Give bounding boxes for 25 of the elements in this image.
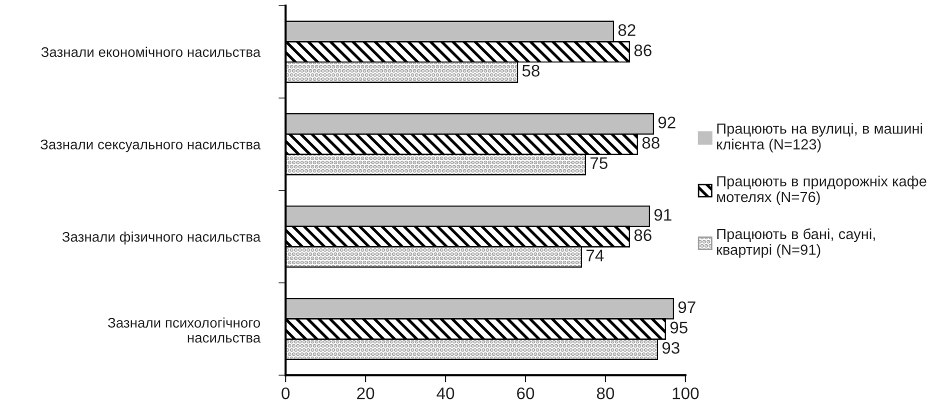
data-label: 97 [678, 301, 696, 314]
data-label: 75 [590, 157, 608, 170]
data-label: 88 [642, 136, 660, 149]
x-tick-label: 0 [282, 387, 290, 400]
x-tick-label: 20 [357, 387, 374, 400]
y-tick-label: Зазнали економічного насильства [41, 46, 261, 58]
x-tick-label: 40 [436, 387, 454, 400]
data-label: 93 [662, 342, 680, 354]
y-tick-label: Зазнали фізичного насильства [62, 232, 261, 245]
data-label: 95 [670, 322, 688, 334]
x-tick-label: 100 [672, 387, 699, 400]
x-tick-label: 80 [596, 387, 614, 400]
data-label: 86 [634, 229, 652, 242]
data-label: 74 [586, 250, 604, 262]
data-label: 86 [634, 44, 652, 56]
data-label: 82 [618, 24, 636, 36]
legend-label: Працюють в бані, сауні, квартирі (N=91) [717, 228, 875, 258]
x-tick-label: 60 [517, 387, 534, 400]
data-label: 58 [522, 64, 540, 77]
y-tick-label: Зазнали сексуального насильства [40, 140, 261, 152]
legend-label: Працюють в придорожніх кафе мотелях (N=76) [717, 176, 926, 205]
y-tick-label: Зазнали психологічного насильства [108, 317, 261, 343]
data-label: 91 [654, 208, 672, 221]
data-label: 92 [658, 116, 676, 128]
legend-label: Працюють на вулиці, в машині клієнта (N=123) [717, 123, 922, 152]
